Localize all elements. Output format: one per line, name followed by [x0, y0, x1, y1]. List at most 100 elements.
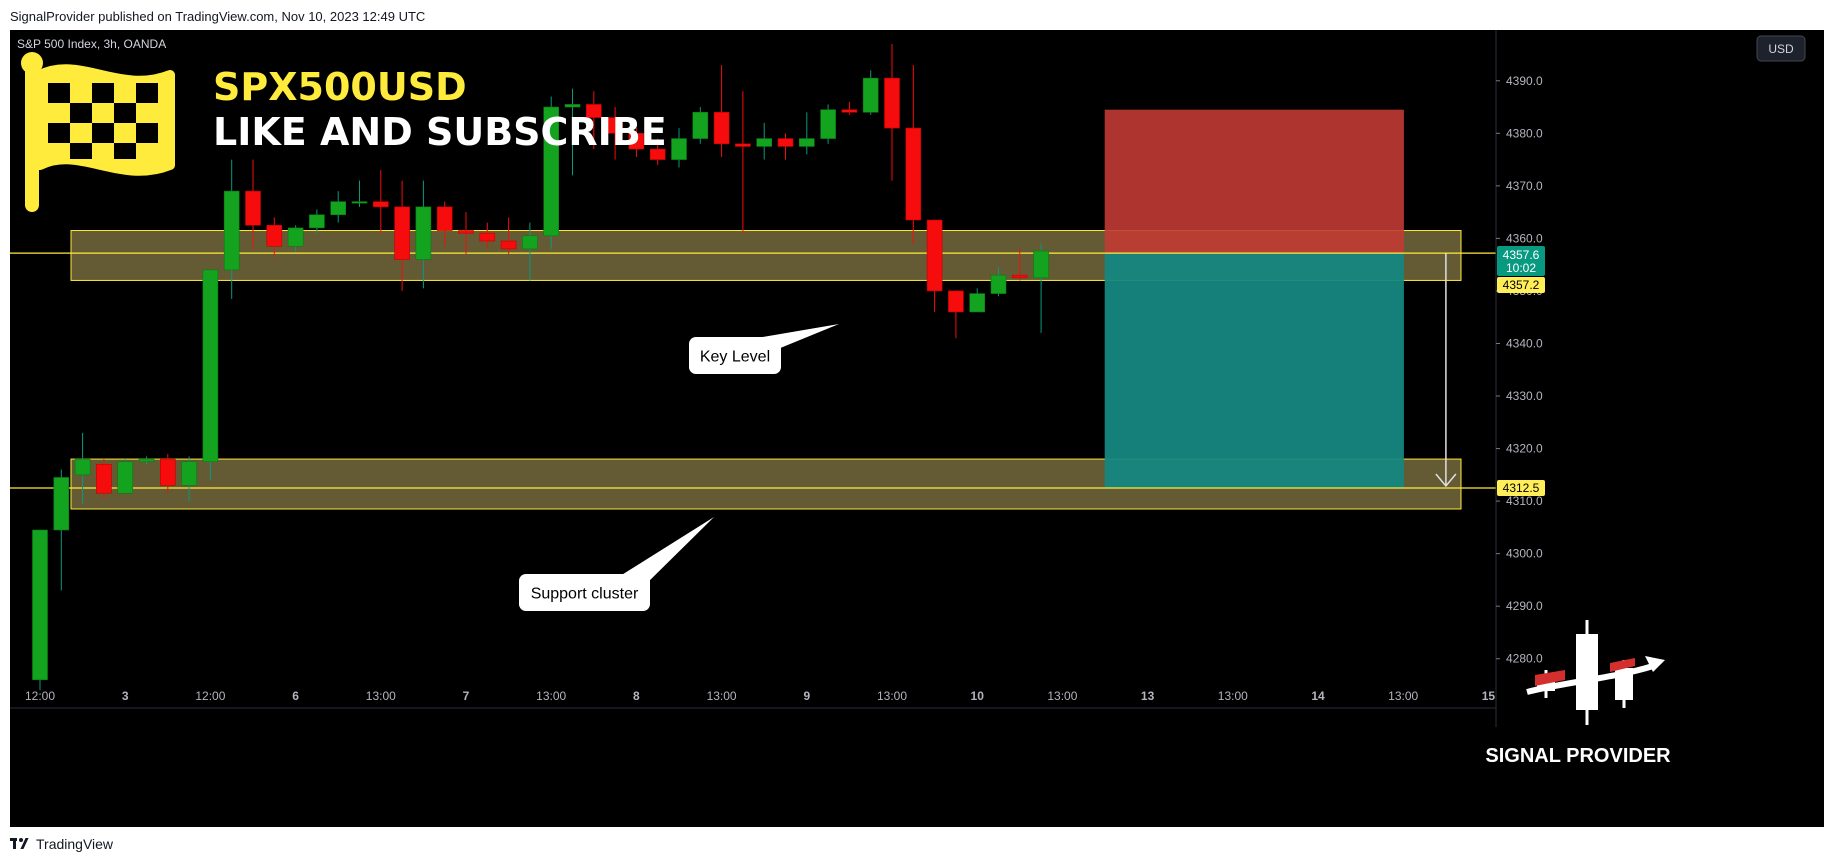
support-callout-label: Support cluster — [531, 586, 639, 603]
candle-body — [990, 274, 1007, 294]
candle — [543, 96, 560, 249]
target-arrow-head — [1435, 473, 1457, 488]
currency-button[interactable]: USD — [1756, 35, 1806, 62]
candle — [713, 65, 730, 157]
support-callout-pointer — [620, 517, 714, 588]
time-tick-label: 13:00 — [536, 689, 566, 703]
publish-info: SignalProvider published on TradingView.… — [10, 9, 426, 24]
candle — [245, 159, 261, 249]
price-tick-label: 4290.0 — [1506, 599, 1543, 613]
stop-loss-zone — [1104, 109, 1404, 254]
signal-provider-logo — [1526, 620, 1665, 725]
candle — [74, 432, 91, 504]
candle-body — [522, 235, 538, 250]
candle-body — [287, 227, 304, 247]
candle — [649, 138, 666, 165]
candle-body — [32, 529, 48, 681]
price-tick-label: 4300.0 — [1506, 547, 1543, 561]
target-price-label: 4312.5 — [1497, 479, 1545, 496]
candle — [990, 267, 1007, 297]
candle-body — [266, 224, 283, 247]
candle-body — [160, 458, 176, 486]
candle-body — [862, 77, 879, 113]
candle — [394, 180, 410, 291]
logo-text: SIGNAL PROVIDER — [1485, 745, 1671, 767]
candle-body — [735, 143, 751, 147]
candle — [692, 107, 709, 144]
tradingview-label: TradingView — [36, 836, 114, 852]
price-tick-label: 4330.0 — [1506, 389, 1543, 403]
symbol-label[interactable]: S&P 500 Index, 3h, OANDA — [17, 37, 166, 51]
candle — [756, 122, 773, 160]
candle — [841, 101, 858, 115]
candle — [181, 456, 197, 502]
candle — [607, 107, 623, 160]
candle-body — [607, 117, 623, 134]
candle-body — [820, 109, 836, 139]
candle-body — [1011, 274, 1028, 279]
time-tick-label: 6 — [292, 689, 299, 703]
candle — [1011, 248, 1028, 281]
candle-body — [926, 219, 943, 292]
price-tick-label: 4340.0 — [1506, 336, 1543, 350]
plot-area: Key Level Support cluster 4280.0 4290.0 4300… — [10, 30, 1824, 827]
candle — [777, 133, 794, 160]
candle-body — [948, 290, 964, 313]
time-tick-label: 7 — [463, 689, 470, 703]
candle-body — [181, 461, 197, 486]
tradingview-brand[interactable]: TradingView — [10, 836, 113, 852]
candle-body — [330, 201, 347, 216]
chart-subtitle: LIKE AND SUBSCRIBE — [213, 110, 667, 154]
candle — [436, 201, 453, 247]
candle-body — [245, 190, 261, 226]
candle-body — [372, 201, 389, 208]
time-tick-label: 12:00 — [195, 689, 225, 703]
candle — [458, 212, 474, 255]
time-tick-label: 3 — [122, 689, 129, 703]
candle-body — [138, 458, 155, 463]
publish-bar: SignalProvider published on TradingView.… — [0, 0, 1824, 30]
candle — [330, 191, 347, 223]
price-tick-label: 4390.0 — [1506, 74, 1543, 88]
current-price-countdown: 10:02 — [1506, 261, 1536, 275]
tradingview-logo-icon — [10, 838, 32, 850]
candle — [628, 128, 645, 157]
candle-body — [692, 112, 709, 139]
entry-price-label: 4357.2 — [1497, 277, 1545, 293]
overlay-layer: S&P 500 Index, 3h, OANDA SPX500USD LIKE … — [17, 35, 1806, 767]
candle — [372, 170, 389, 234]
candle — [1033, 243, 1049, 333]
candle — [820, 104, 836, 144]
candle-body — [543, 106, 560, 237]
support-callout-box — [519, 574, 650, 611]
candle — [223, 159, 240, 299]
candle — [905, 65, 922, 244]
candle — [735, 91, 751, 234]
candle — [884, 44, 900, 181]
candle — [798, 112, 815, 155]
candle-body — [202, 269, 219, 463]
footer-bar: TradingView — [0, 827, 1824, 864]
chart[interactable]: Key Level Support cluster 4280.0 4290.0 4300… — [10, 30, 1824, 827]
entry-price-bg — [1497, 277, 1545, 293]
time-tick-label: 8 — [633, 689, 640, 703]
time-tick-label: 12:00 — [25, 689, 55, 703]
candle-body — [458, 230, 474, 234]
candle-body — [649, 148, 666, 160]
price-axis-bg — [1496, 30, 1824, 827]
candle-body — [53, 477, 70, 531]
candle-body — [351, 201, 368, 204]
current-price-value: 4357.6 — [1503, 248, 1540, 262]
candle-body — [74, 458, 91, 476]
candle — [522, 222, 538, 281]
candle-body — [713, 112, 730, 145]
time-tick-label: 13:00 — [707, 689, 737, 703]
candle-body — [436, 206, 453, 231]
candle-body — [223, 190, 240, 271]
candle-body — [628, 133, 645, 150]
candle-body — [756, 138, 773, 147]
candle — [969, 288, 986, 313]
candle — [96, 459, 112, 499]
candle-body — [969, 293, 986, 313]
target-price-bg — [1497, 479, 1545, 496]
